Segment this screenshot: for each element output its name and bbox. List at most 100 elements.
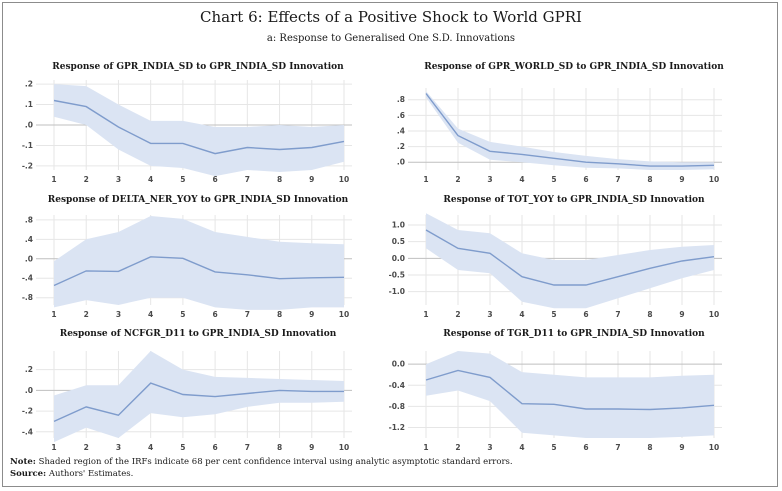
y-tick-label: -.1	[22, 141, 33, 150]
y-tick-label: .1	[25, 100, 33, 109]
source-label: Source:	[10, 469, 47, 479]
x-tick-label: 3	[116, 310, 121, 319]
x-tick-label: 1	[423, 175, 428, 184]
panel-4-chart: 1.0 0.5 0.0 -0.5 -1.0 1 2 3 4 5 6 7 8 9 10	[389, 213, 722, 319]
x-tick-label: 3	[116, 175, 121, 184]
x-tick-label: 6	[213, 443, 218, 452]
x-tick-label: 5	[180, 175, 185, 184]
x-tick-label: 6	[583, 310, 588, 319]
note-label: Note:	[10, 457, 36, 467]
x-tick-label: 5	[180, 443, 185, 452]
y-tick-label: -1.0	[389, 287, 405, 296]
x-tick-label: 7	[245, 175, 250, 184]
y-tick-label: -.2	[22, 161, 33, 170]
y-tick-label: 1.0	[392, 221, 405, 230]
x-tick-label: 4	[148, 175, 153, 184]
y-tick-label: -.4	[22, 274, 33, 283]
x-tick-label: 1	[51, 443, 56, 452]
y-tick-label: .6	[397, 111, 405, 120]
x-tick-label: 7	[615, 175, 620, 184]
x-tick-label: 2	[84, 443, 89, 452]
x-tick-label: 2	[84, 175, 89, 184]
confidence-band	[426, 351, 714, 438]
x-tick-label: 1	[423, 310, 428, 319]
y-tick-label: .2	[397, 142, 405, 151]
confidence-band	[426, 91, 714, 170]
x-tick-label: 1	[423, 443, 428, 452]
x-tick-label: 10	[339, 443, 349, 452]
y-tick-label: 0.5	[392, 237, 405, 246]
x-tick-label: 8	[277, 443, 282, 452]
y-tick-label: .8	[25, 215, 33, 224]
confidence-band	[54, 216, 344, 310]
x-tick-label: 10	[339, 310, 349, 319]
x-tick-label: 9	[309, 443, 314, 452]
x-tick-label: 8	[647, 175, 652, 184]
x-tick-label: 8	[647, 310, 652, 319]
x-tick-label: 4	[519, 443, 524, 452]
x-tick-label: 9	[309, 175, 314, 184]
x-tick-label: 2	[84, 310, 89, 319]
irf-line	[425, 369, 715, 411]
y-tick-label: 0.0	[392, 360, 405, 369]
panel-4-title: Response of TOT_YOY to GPR_INDIA_SD Inno…	[443, 195, 705, 205]
panel-1-chart: .2 .1 .0 -.1 -.2 1 2 3 4 5 6 7 8 9 10	[22, 80, 352, 184]
x-tick-label: 4	[148, 310, 153, 319]
x-tick-label: 6	[583, 175, 588, 184]
y-tick-label: .0	[397, 158, 405, 167]
x-tick-label: 8	[647, 443, 652, 452]
chart-title: Chart 6: Effects of a Positive Shock to …	[200, 8, 582, 26]
panel-1-title: Response of GPR_INDIA_SD to GPR_INDIA_SD…	[52, 62, 344, 72]
x-tick-label: 9	[309, 310, 314, 319]
y-tick-label: .0	[25, 254, 33, 263]
x-tick-label: 8	[277, 310, 282, 319]
panel-2-title: Response of GPR_WORLD_SD to GPR_INDIA_SD…	[424, 62, 724, 72]
chart-subtitle: a: Response to Generalised One S.D. Inno…	[266, 33, 516, 44]
y-tick-label: -1.2	[389, 423, 405, 432]
y-tick-label: -0.5	[389, 271, 405, 280]
y-tick-label: .0	[25, 386, 33, 395]
x-tick-label: 5	[551, 310, 556, 319]
source-text: Authors' Estimates.	[48, 469, 134, 479]
x-tick-label: 8	[277, 175, 282, 184]
x-tick-label: 5	[551, 175, 556, 184]
panel-6-title: Response of TGR_D11 to GPR_INDIA_SD Inno…	[443, 329, 705, 339]
x-tick-label: 9	[679, 443, 684, 452]
irf-line	[53, 256, 345, 287]
note-text: Shaded region of the IRFs indicate 68 pe…	[38, 457, 513, 467]
y-tick-label: -0.4	[389, 381, 405, 390]
x-tick-label: 6	[213, 175, 218, 184]
x-tick-label: 3	[487, 310, 492, 319]
y-tick-label: 0.0	[392, 254, 405, 263]
irf-line	[53, 99, 345, 155]
x-tick-label: 5	[180, 310, 185, 319]
x-tick-label: 3	[487, 443, 492, 452]
irf-line	[425, 229, 715, 286]
panel-6-chart: 0.0 -0.4 -0.8 -1.2 1 2 3 4 5 6 7 8 9 10	[389, 351, 722, 452]
x-tick-label: 10	[709, 443, 719, 452]
x-tick-label: 10	[339, 175, 349, 184]
panel-5-title: Response of NCFGR_D11 to GPR_INDIA_SD In…	[59, 329, 337, 339]
x-tick-label: 4	[519, 310, 524, 319]
chart-source: Source: Authors' Estimates.	[10, 469, 133, 479]
x-tick-label: 6	[583, 443, 588, 452]
y-tick-label: .8	[397, 95, 405, 104]
chart-note: Note: Shaded region of the IRFs indicate…	[10, 457, 513, 467]
y-tick-label: .4	[25, 235, 33, 244]
x-tick-label: 1	[51, 175, 56, 184]
x-tick-label: 9	[679, 310, 684, 319]
x-tick-label: 4	[148, 443, 153, 452]
irf-line	[53, 382, 344, 423]
x-tick-label: 10	[709, 175, 719, 184]
x-tick-label: 10	[709, 310, 719, 319]
y-tick-label: .0	[25, 121, 33, 130]
y-tick-label: -.8	[22, 293, 33, 302]
x-tick-label: 9	[679, 175, 684, 184]
x-tick-label: 7	[615, 443, 620, 452]
y-tick-label: -.4	[22, 427, 33, 436]
x-tick-label: 7	[615, 310, 620, 319]
x-tick-label: 3	[487, 175, 492, 184]
panel-2-chart: .8 .6 .4 .2 .0 1 2 3 4 5 6 7 8 9 10	[397, 88, 722, 184]
x-tick-label: 2	[455, 443, 460, 452]
y-tick-label: .2	[25, 365, 33, 374]
